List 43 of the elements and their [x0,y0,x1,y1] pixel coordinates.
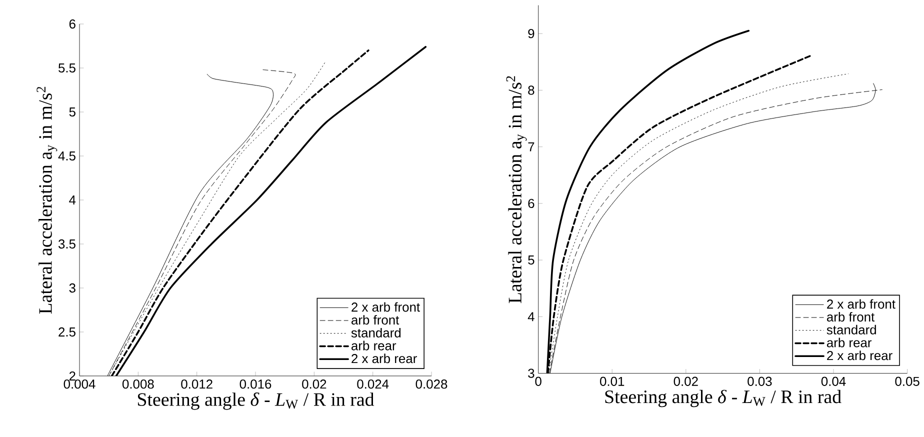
y-tick-label: 5 [69,107,76,117]
y-axis-title: Lateral acceleration a$_{y}$ in m/s$^{2}$ [36,86,58,314]
legend-label: 2 x arb rear [352,354,417,364]
x-tick-label: 0.02 [674,376,698,386]
y-tick-label: 9 [528,29,534,38]
legend-label: standard [351,328,401,338]
x-tick-label: 0.012 [181,380,212,389]
y-tick-label: 3.5 [58,239,76,249]
x-axis-title: Steering angle δ - L$_{W}$ / R in rad [605,390,842,408]
x-tick-label: 0.004 [64,380,96,389]
x-tick-label: 0.008 [122,380,154,389]
x-tick-label: 0.024 [357,380,389,389]
x-tick-label: 0.04 [821,376,846,386]
legend-label: arb rear [826,338,872,348]
legend-label: arb front [352,315,400,325]
y-tick-label: 2 [69,371,76,381]
y-tick-label: 2.5 [58,327,76,337]
legend-label: arb rear [352,340,396,350]
x-tick-label: 0.028 [416,380,448,389]
x-tick-label: 0.01 [600,376,624,386]
legend-label: 2 x arb front [827,299,896,309]
legend-label: 2 x arb front [352,302,420,312]
legend-label: standard [826,324,876,334]
y-tick-label: 7 [528,142,534,152]
legend-label: 2 x arb rear [827,350,892,360]
y-tick-label: 5.5 [58,63,76,73]
y-tick-label: 4 [69,196,76,204]
x-tick-label: 0.02 [302,380,326,389]
y-tick-label: 3 [528,368,534,378]
y-tick-label: 4 [528,312,534,322]
x-tick-label: 0.05 [895,376,920,386]
y-tick-label: 4.5 [58,151,76,161]
legend-label: arb front [826,312,875,322]
x-tick-label: 0.03 [748,376,772,386]
x-axis-title: Steering angle δ - L$_{W}$ / R in rad [138,392,374,410]
y-tick-label: 6 [528,198,534,208]
y-tick-label: 3 [69,283,76,293]
y-axis-title: Lateral acceleration a$_{y}$ in m/s$^{2}$ [506,76,527,304]
x-tick-label: 0.016 [240,380,272,389]
y-tick-label: 5 [528,256,534,265]
y-tick-label: 6 [69,19,76,29]
y-tick-label: 8 [528,86,534,95]
x-tick-label: 0 [535,376,542,386]
